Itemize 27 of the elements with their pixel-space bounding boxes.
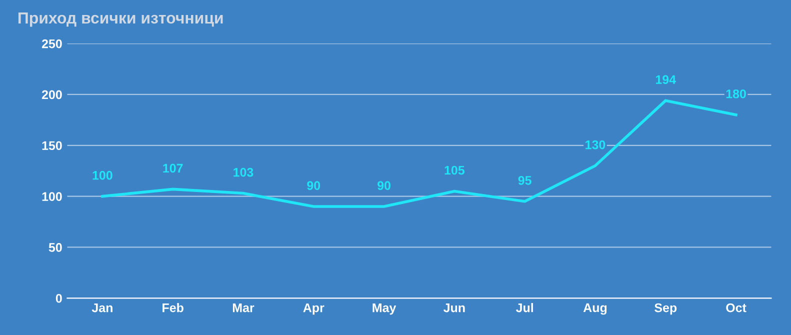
data-label: 103	[234, 168, 254, 177]
y-tick-label: 100	[42, 192, 62, 201]
y-tick-label: 0	[56, 294, 62, 303]
data-label: 105	[444, 166, 465, 175]
y-tick-label: 150	[42, 141, 62, 150]
data-label: 194	[656, 75, 676, 84]
x-tick-label: Feb	[162, 303, 184, 312]
data-label: 95	[518, 176, 532, 185]
y-tick-label: 50	[48, 243, 62, 252]
y-tick-label: 200	[42, 90, 62, 100]
data-label: 130	[586, 140, 606, 150]
x-tick-label: Mar	[232, 303, 254, 312]
x-tick-label: Jan	[92, 303, 112, 312]
x-tick-label: Jun	[444, 303, 465, 312]
data-label: 100	[92, 170, 112, 180]
x-tick-label: Oct	[726, 303, 746, 312]
data-label: 107	[163, 164, 183, 173]
data-label: 90	[378, 181, 390, 190]
x-tick-label: Jul	[516, 303, 533, 312]
data-label: 90	[307, 181, 320, 190]
x-tick-label: Sep	[654, 303, 677, 315]
y-tick-label: 250	[42, 39, 62, 48]
x-tick-label: May	[372, 303, 396, 315]
x-tick-label: Aug	[583, 303, 607, 315]
x-tick-label: Apr	[303, 303, 324, 315]
data-label: 180	[726, 89, 746, 98]
chart-title: Приход всички източници	[18, 12, 223, 27]
